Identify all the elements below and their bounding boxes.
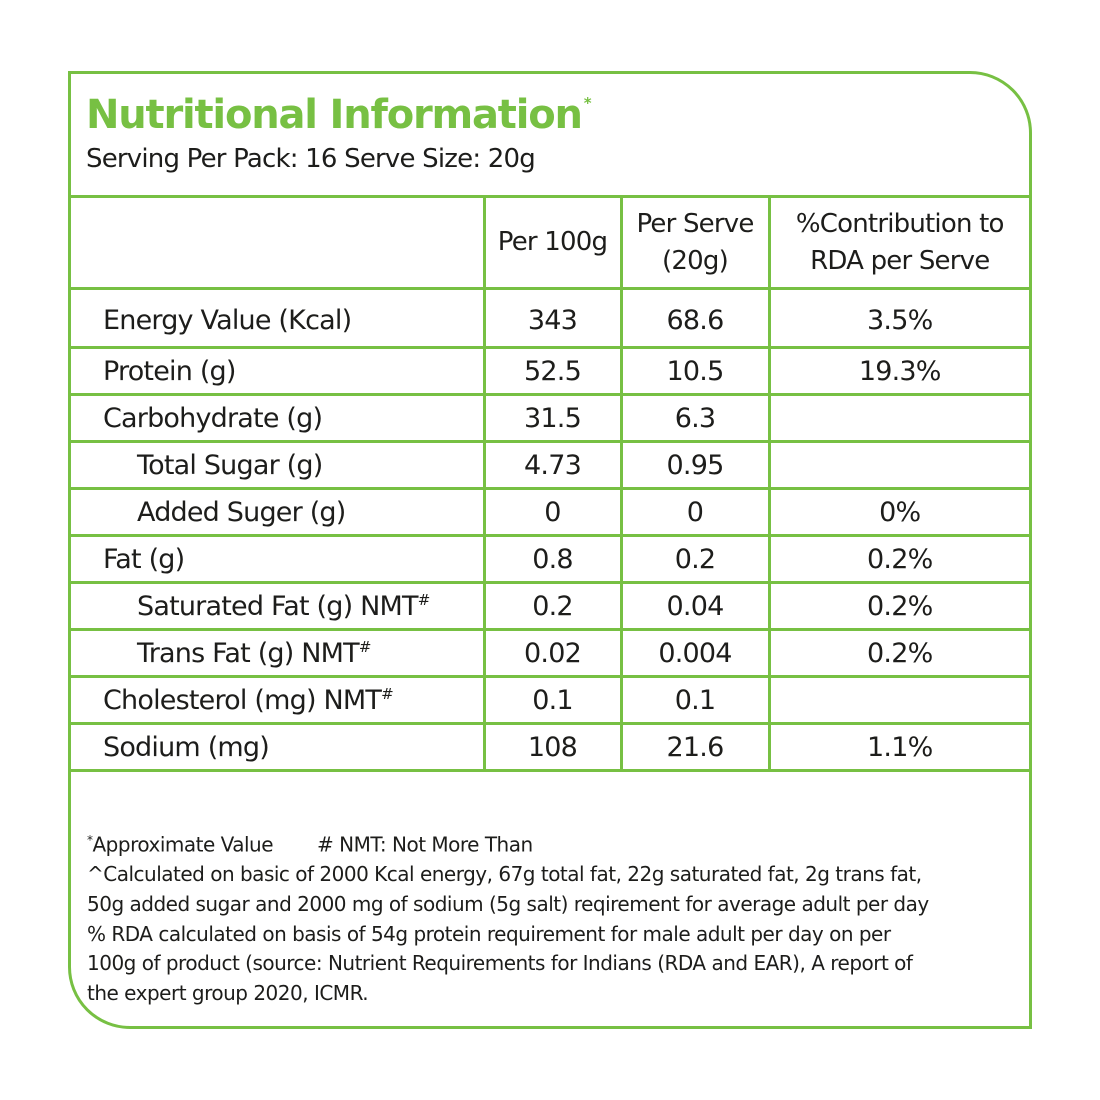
header-per-serve: Per Serve (20g) bbox=[619, 195, 771, 290]
footnote-legend: *Approximate Value # NMT: Not More Than bbox=[87, 826, 929, 860]
per-100g-value: 4.73 bbox=[482, 440, 623, 490]
footnote-line: % RDA calculated on basis of 54g protein… bbox=[87, 921, 891, 946]
footnote-line: the expert group 2020, ICMR. bbox=[87, 981, 369, 1006]
nutrient-label: Total Sugar (g) bbox=[137, 449, 323, 481]
per-serve-value: 0.2 bbox=[619, 534, 771, 584]
header-rda-line-1: %Contribution to bbox=[795, 208, 1005, 239]
footnote-line: 100g of product (source: Nutrient Requir… bbox=[87, 951, 913, 976]
per-serve-value: 6.3 bbox=[619, 393, 771, 443]
table-row: Cholesterol (mg) NMT# 0.1 0.1 bbox=[71, 675, 1029, 725]
table-row: Sodium (mg) 108 21.6 1.1% bbox=[71, 722, 1029, 772]
per-serve-value: 10.5 bbox=[619, 346, 771, 396]
nutrient-name: Added Suger (g) bbox=[71, 487, 486, 537]
nutrient-name: Fat (g) bbox=[71, 534, 486, 584]
footnote-line: 50g added sugar and 2000 mg of sodium (5… bbox=[87, 892, 929, 917]
table-row: Fat (g) 0.8 0.2 0.2% bbox=[71, 534, 1029, 584]
nutrient-name: Sodium (mg) bbox=[71, 722, 486, 772]
nutrient-name: Protein (g) bbox=[71, 346, 486, 396]
rda-value: 19.3% bbox=[767, 346, 1029, 396]
header-rda-line-2: RDA per Serve bbox=[810, 245, 990, 276]
nutrient-label: Protein (g) bbox=[103, 355, 236, 387]
table-row: Saturated Fat (g) NMT# 0.2 0.04 0.2% bbox=[71, 581, 1029, 631]
rda-value bbox=[767, 675, 1029, 725]
table-row: Energy Value (Kcal) 343 68.6 3.5% bbox=[71, 287, 1029, 349]
header-per-100g: Per 100g bbox=[482, 195, 623, 290]
rda-value: 0.2% bbox=[767, 581, 1029, 631]
nutrient-name: Cholesterol (mg) NMT# bbox=[71, 675, 486, 725]
nutrient-label: Trans Fat (g) NMT bbox=[137, 637, 360, 669]
nutrient-name: Saturated Fat (g) NMT# bbox=[71, 581, 486, 631]
header-nutrient bbox=[71, 195, 486, 290]
table-row: Total Sugar (g) 4.73 0.95 bbox=[71, 440, 1029, 490]
per-100g-value: 0.02 bbox=[482, 628, 623, 678]
nutrition-table: Per 100g Per Serve (20g) %Contribution to… bbox=[71, 195, 1029, 772]
rda-value: 0.2% bbox=[767, 534, 1029, 584]
per-serve-value: 0.1 bbox=[619, 675, 771, 725]
footnote-approx: Approximate Value bbox=[92, 832, 274, 857]
nutrient-label: Cholesterol (mg) NMT bbox=[103, 684, 382, 716]
table-row: Trans Fat (g) NMT# 0.02 0.004 0.2% bbox=[71, 628, 1029, 678]
table-header-row: Per 100g Per Serve (20g) %Contribution to… bbox=[71, 195, 1029, 290]
table-row: Carbohydrate (g) 31.5 6.3 bbox=[71, 393, 1029, 443]
rda-value: 0.2% bbox=[767, 628, 1029, 678]
nutrient-mark: # bbox=[358, 637, 372, 656]
per-100g-value: 31.5 bbox=[482, 393, 623, 443]
rda-value: 1.1% bbox=[767, 722, 1029, 772]
nutrient-name: Energy Value (Kcal) bbox=[71, 287, 486, 349]
per-serve-value: 0.004 bbox=[619, 628, 771, 678]
per-serve-value: 68.6 bbox=[619, 287, 771, 349]
nutrient-label: Fat (g) bbox=[103, 543, 185, 575]
nutrient-label: Added Suger (g) bbox=[137, 496, 346, 528]
rda-value bbox=[767, 440, 1029, 490]
header-per-serve-line-1: Per Serve bbox=[636, 208, 754, 239]
footnotes: *Approximate Value # NMT: Not More Than ^… bbox=[87, 826, 929, 1009]
rda-value bbox=[767, 393, 1029, 443]
per-100g-value: 108 bbox=[482, 722, 623, 772]
title: Nutritional Information * bbox=[86, 92, 592, 138]
per-100g-value: 343 bbox=[482, 287, 623, 349]
nutrient-name: Carbohydrate (g) bbox=[71, 393, 486, 443]
nutrient-mark: # bbox=[417, 590, 431, 609]
footnote-line: ^Calculated on basic of 2000 Kcal energy… bbox=[87, 862, 922, 887]
nutrient-label: Sodium (mg) bbox=[103, 731, 270, 763]
per-100g-value: 0.1 bbox=[482, 675, 623, 725]
per-serve-value: 0 bbox=[619, 487, 771, 537]
rda-value: 0% bbox=[767, 487, 1029, 537]
per-100g-value: 0 bbox=[482, 487, 623, 537]
nutrient-label: Energy Value (Kcal) bbox=[103, 304, 352, 336]
header-per-serve-line-2: (20g) bbox=[662, 245, 729, 276]
nutrient-label: Carbohydrate (g) bbox=[103, 402, 323, 434]
rda-value: 3.5% bbox=[767, 287, 1029, 349]
header-rda: %Contribution to RDA per Serve bbox=[767, 195, 1029, 290]
per-100g-value: 0.2 bbox=[482, 581, 623, 631]
title-text: Nutritional Information bbox=[86, 92, 583, 138]
title-asterisk: * bbox=[583, 94, 592, 112]
per-serve-value: 0.95 bbox=[619, 440, 771, 490]
nutrient-label: Saturated Fat (g) NMT bbox=[137, 590, 419, 622]
footnote-asterisk: * bbox=[87, 833, 93, 847]
table-row: Added Suger (g) 0 0 0% bbox=[71, 487, 1029, 537]
per-100g-value: 52.5 bbox=[482, 346, 623, 396]
nutrition-panel: Nutritional Information * Serving Per Pac… bbox=[68, 71, 1032, 1029]
footnote-nmt: # NMT: Not More Than bbox=[317, 832, 533, 857]
nutrient-mark: # bbox=[381, 684, 394, 703]
serving-info: Serving Per Pack: 16 Serve Size: 20g bbox=[86, 144, 536, 174]
per-serve-value: 0.04 bbox=[619, 581, 771, 631]
table-row: Protein (g) 52.5 10.5 19.3% bbox=[71, 346, 1029, 396]
per-serve-value: 21.6 bbox=[619, 722, 771, 772]
nutrient-name: Trans Fat (g) NMT# bbox=[71, 628, 486, 678]
per-100g-value: 0.8 bbox=[482, 534, 623, 584]
nutrient-name: Total Sugar (g) bbox=[71, 440, 486, 490]
